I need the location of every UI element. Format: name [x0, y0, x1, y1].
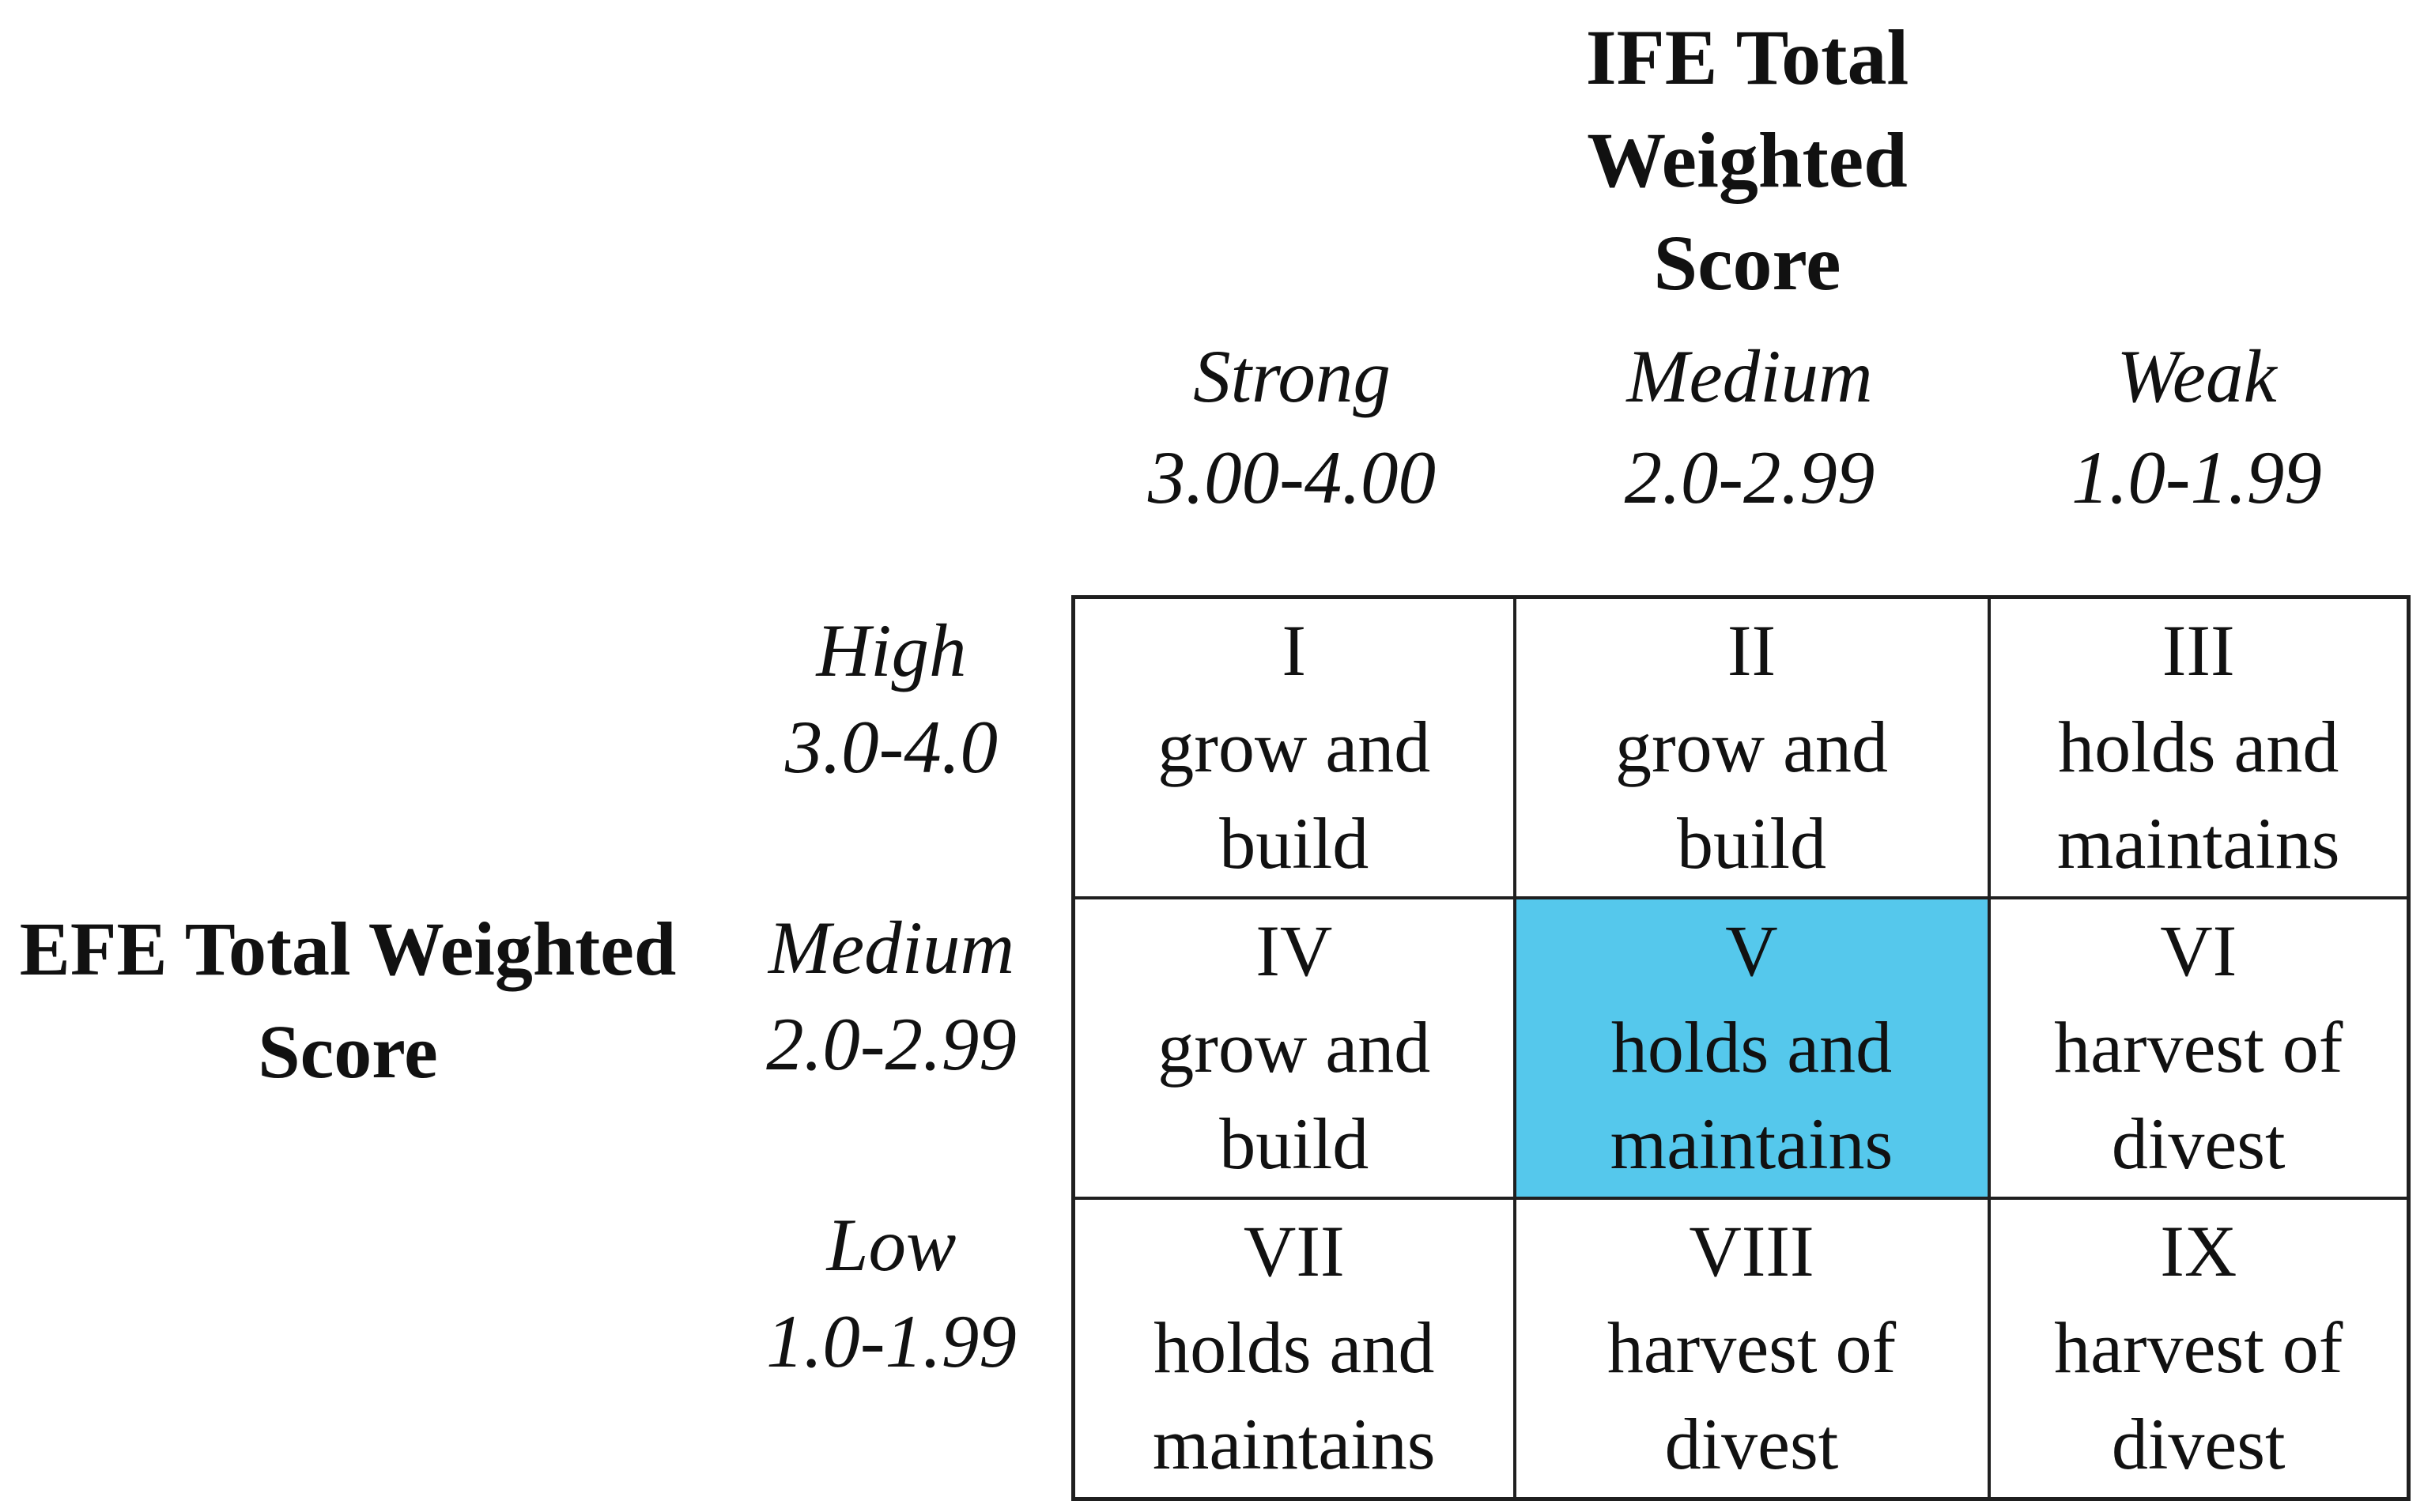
cell-numeral: II	[1727, 610, 1776, 691]
matrix-cell-III: III holds and maintains	[1987, 595, 2411, 899]
row-label-text: Medium	[768, 906, 1015, 990]
ife-axis-title-line: IFE Total	[1585, 13, 1909, 101]
matrix-cell-VII: VII holds and maintains	[1071, 1197, 1516, 1501]
cell-numeral: IX	[2160, 1211, 2237, 1291]
column-headers: Strong 3.00-4.00 Medium 2.0-2.99 Weak 1.…	[1071, 326, 2407, 528]
matrix-row-high: I grow and build II grow and build III h…	[1071, 595, 2411, 899]
column-header-strong: Strong 3.00-4.00	[1071, 326, 1512, 528]
row-label-low: Low 1.0-1.99	[712, 1197, 1071, 1389]
matrix-cell-II: II grow and build	[1512, 595, 1991, 899]
matrix-cell-IV: IV grow and build	[1071, 896, 1516, 1200]
cell-strategy-line: divest	[2111, 1404, 2286, 1484]
efe-axis-title-line: EFE Total Weighted	[19, 907, 677, 991]
cell-strategy-line: harvest of	[2054, 1007, 2343, 1088]
matrix-row-medium: IV grow and build V holds and maintains …	[1071, 896, 2411, 1200]
efe-axis-title: EFE Total Weighted Score	[0, 898, 696, 1103]
row-label-medium: Medium 2.0-2.99	[712, 899, 1071, 1092]
cell-numeral: VII	[1243, 1211, 1345, 1291]
cell-strategy-line: harvest of	[1607, 1307, 1897, 1388]
cell-strategy-line: build	[1219, 803, 1369, 884]
row-label-text: Low	[826, 1203, 957, 1287]
cell-strategy-line: grow and	[1157, 707, 1431, 787]
matrix-cell-VI: VI harvest of divest	[1987, 896, 2411, 1200]
column-header-range: 1.0-1.99	[2071, 436, 2322, 519]
ie-matrix-table: I grow and build II grow and build III h…	[1071, 595, 2411, 1501]
ife-axis-title-line: Weighted	[1587, 116, 1908, 204]
matrix-row-low: VII holds and maintains VIII harvest of …	[1071, 1197, 2411, 1501]
cell-strategy-line: holds and	[1610, 1007, 1893, 1088]
cell-numeral: VIII	[1689, 1211, 1814, 1291]
matrix-cell-IX: IX harvest of divest	[1987, 1197, 2411, 1501]
cell-strategy-line: harvest of	[2054, 1307, 2343, 1388]
column-header-label: Strong	[1193, 334, 1391, 418]
row-label-text: High	[816, 609, 967, 692]
cell-numeral: V	[1725, 911, 1778, 991]
cell-strategy-line: build	[1219, 1103, 1369, 1184]
column-header-medium: Medium 2.0-2.99	[1512, 326, 1987, 528]
cell-strategy-line: holds and	[1153, 1307, 1435, 1388]
matrix-cell-VIII: VIII harvest of divest	[1512, 1197, 1991, 1501]
row-label-range: 1.0-1.99	[766, 1299, 1017, 1383]
matrix-cell-V-highlighted: V holds and maintains	[1512, 896, 1991, 1200]
matrix-cell-I: I grow and build	[1071, 595, 1516, 899]
column-header-label: Weak	[2116, 334, 2277, 418]
cell-numeral: I	[1282, 610, 1307, 691]
cell-numeral: VI	[2160, 911, 2237, 991]
cell-strategy-line: maintains	[1152, 1404, 1436, 1484]
column-header-label: Medium	[1626, 334, 1873, 418]
cell-strategy-line: holds and	[2058, 707, 2339, 787]
cell-strategy-line: maintains	[1610, 1103, 1894, 1184]
cell-numeral: IV	[1255, 911, 1333, 991]
row-label-range: 2.0-2.99	[766, 1002, 1017, 1086]
column-header-range: 3.00-4.00	[1147, 436, 1437, 519]
cell-strategy-line: grow and	[1615, 707, 1888, 787]
row-label-high: High 3.0-4.0	[712, 602, 1071, 795]
cell-strategy-line: maintains	[2056, 803, 2340, 884]
cell-strategy-line: build	[1676, 803, 1827, 884]
column-header-weak: Weak 1.0-1.99	[1987, 326, 2407, 528]
efe-axis-title-line: Score	[258, 1009, 438, 1094]
cell-numeral: III	[2162, 610, 2235, 691]
cell-strategy-line: divest	[1664, 1404, 1839, 1484]
cell-strategy-line: divest	[2111, 1103, 2286, 1184]
column-header-range: 2.0-2.99	[1624, 436, 1875, 519]
ife-axis-title-line: Score	[1653, 219, 1841, 307]
ife-axis-title: IFE Total Weighted Score	[1494, 6, 2000, 315]
row-label-range: 3.0-4.0	[784, 705, 999, 789]
cell-strategy-line: grow and	[1157, 1007, 1431, 1088]
